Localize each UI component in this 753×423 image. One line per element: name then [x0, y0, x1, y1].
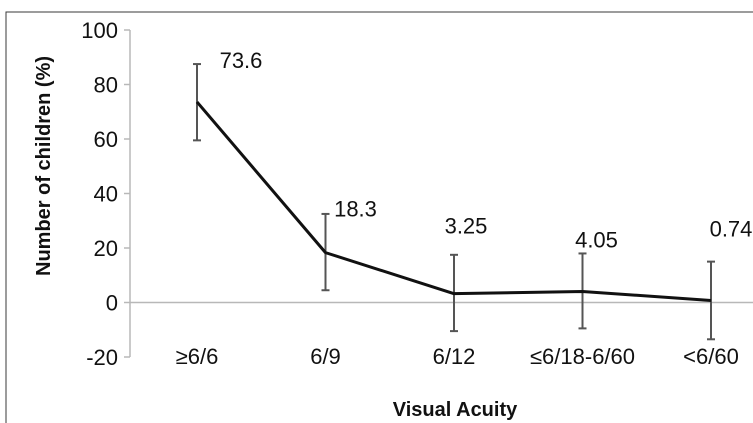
data-label: 73.6: [220, 48, 263, 73]
x-tick-label: 6/9: [310, 344, 341, 369]
y-tick-label: 80: [94, 73, 118, 98]
y-tick-label: 100: [81, 18, 118, 43]
y-tick-label: -20: [86, 345, 118, 370]
series-line: [195, 100, 712, 302]
data-label: 18.3: [334, 197, 377, 222]
data-label: 4.05: [575, 227, 618, 252]
x-axis-title: Visual Acuity: [393, 399, 518, 421]
plot-area: -20 0 20 40 60 80 100 ≥6/6 6/9 6/12 ≤6/18-6/60 <6/6…: [81, 18, 753, 370]
y-tick-label: 60: [94, 127, 118, 152]
x-tick-label: ≤6/18-6/60: [530, 344, 635, 369]
x-tick-label: 6/12: [433, 344, 476, 369]
data-label: 3.25: [445, 214, 488, 239]
y-axis-title: Number of children (%): [33, 56, 55, 276]
y-tick-label: 0: [106, 291, 118, 316]
y-tick-label: 20: [94, 236, 118, 261]
chart-frame: [5, 11, 753, 423]
y-tick-label: 40: [94, 182, 118, 207]
data-label: 0.74: [710, 216, 753, 241]
x-tick-label: ≥6/6: [176, 344, 219, 369]
x-tick-label: <6/60: [683, 344, 739, 369]
